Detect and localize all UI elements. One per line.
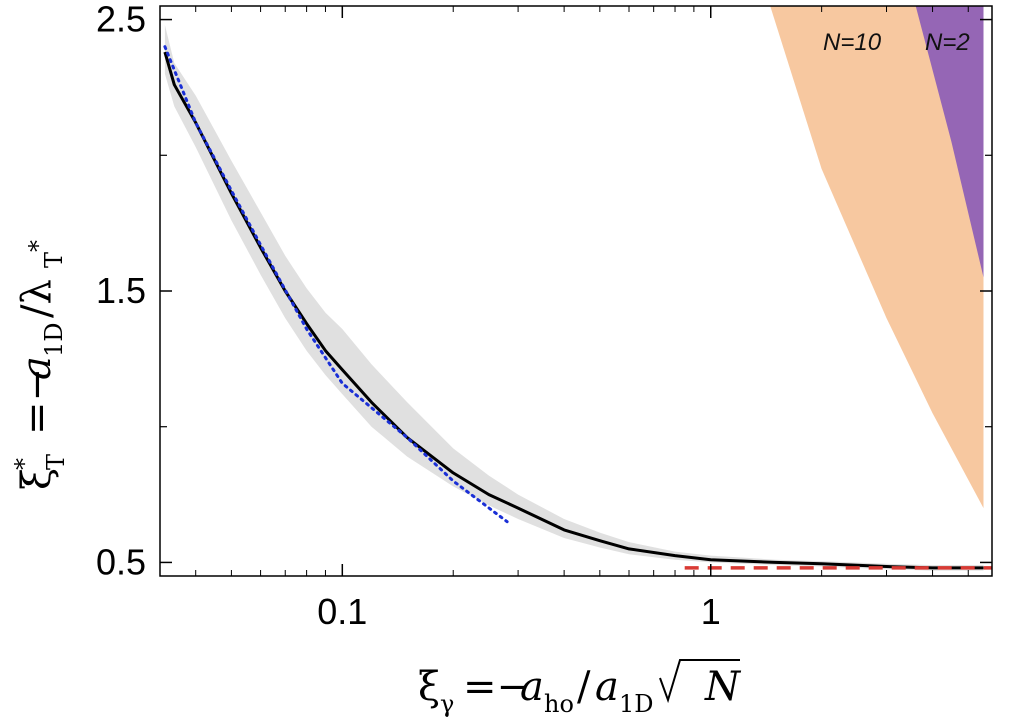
series-asymptote-small (163, 45, 509, 524)
svg-text:=−: =− (14, 368, 60, 435)
x-tick-label: 1 (701, 591, 721, 632)
series-layer (163, 25, 992, 571)
svg-text:a: a (520, 664, 544, 710)
svg-text:1D: 1D (40, 322, 68, 357)
y-tick-label: 1.5 (96, 270, 146, 311)
x-tick-label: 0.1 (317, 591, 367, 632)
y-tick-label: 0.5 (96, 541, 146, 582)
band-layer (770, 6, 984, 509)
svg-text:=−: =− (463, 664, 530, 710)
svg-text:*: * (10, 458, 38, 470)
svg-text:ξ: ξ (418, 664, 440, 710)
band-n2 (915, 6, 984, 278)
svg-text:ho: ho (544, 690, 574, 718)
band-label-n10: N=10 (823, 29, 882, 56)
svg-text:γ: γ (440, 690, 454, 718)
svg-text:N: N (704, 664, 742, 710)
y-axis-title: ξ T * =− a 1D /λ T * (10, 240, 70, 490)
svg-text:*: * (24, 240, 52, 252)
svg-text:ξ: ξ (14, 468, 60, 490)
svg-text:T: T (40, 252, 68, 268)
x-axis-title: ξ γ =− a ho / a 1D N (418, 659, 742, 718)
svg-text:1D: 1D (619, 690, 654, 718)
svg-text:T: T (42, 454, 70, 470)
svg-text:a: a (14, 356, 60, 380)
band-n10 (770, 6, 984, 509)
ticks-layer: 0.5 1.5 2.5 0.1 1 (96, 0, 992, 632)
svg-text:a: a (595, 664, 619, 710)
svg-text:/λ: /λ (14, 279, 60, 318)
band-label-n2: N=2 (925, 29, 970, 56)
y-tick-label: 2.5 (96, 0, 146, 40)
svg-text:/: / (577, 664, 591, 710)
